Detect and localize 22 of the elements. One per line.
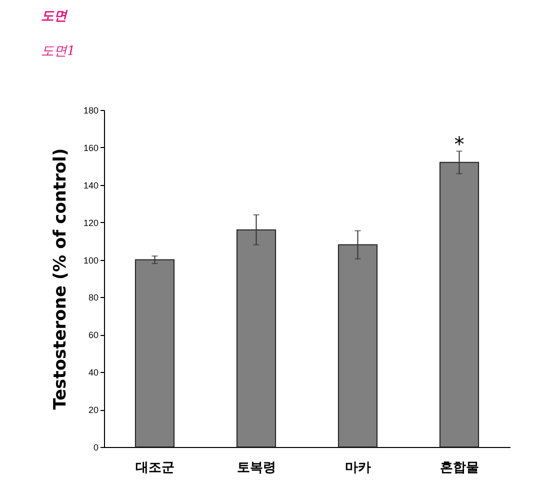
y-axis-title: Testosterone (% of control) — [50, 148, 70, 410]
y-tick-label: 60 — [88, 330, 98, 340]
x-tick-label: 토복령 — [236, 460, 276, 476]
x-tick-label: 혼합물 — [440, 460, 479, 476]
bar — [338, 244, 378, 448]
y-tick-label: 180 — [83, 106, 98, 116]
x-tick-label: 마카 — [344, 460, 371, 476]
y-tick-label: 20 — [88, 405, 98, 416]
y-tick-label: 0 — [93, 442, 98, 452]
chart-title: 도면 — [40, 9, 68, 24]
y-tick-label: 160 — [83, 142, 98, 153]
annotation: * — [454, 132, 464, 156]
y-tick-label: 120 — [83, 218, 98, 228]
bar — [236, 229, 276, 448]
chart-subtitle: 도면1 — [40, 44, 76, 59]
y-tick-label: 100 — [83, 255, 98, 266]
bar — [134, 259, 175, 448]
y-tick-label: 40 — [88, 368, 98, 378]
x-tick-label: 대조군 — [135, 460, 174, 476]
bar — [439, 162, 480, 448]
y-tick-label: 80 — [88, 292, 98, 303]
y-tick-label: 140 — [83, 180, 98, 190]
